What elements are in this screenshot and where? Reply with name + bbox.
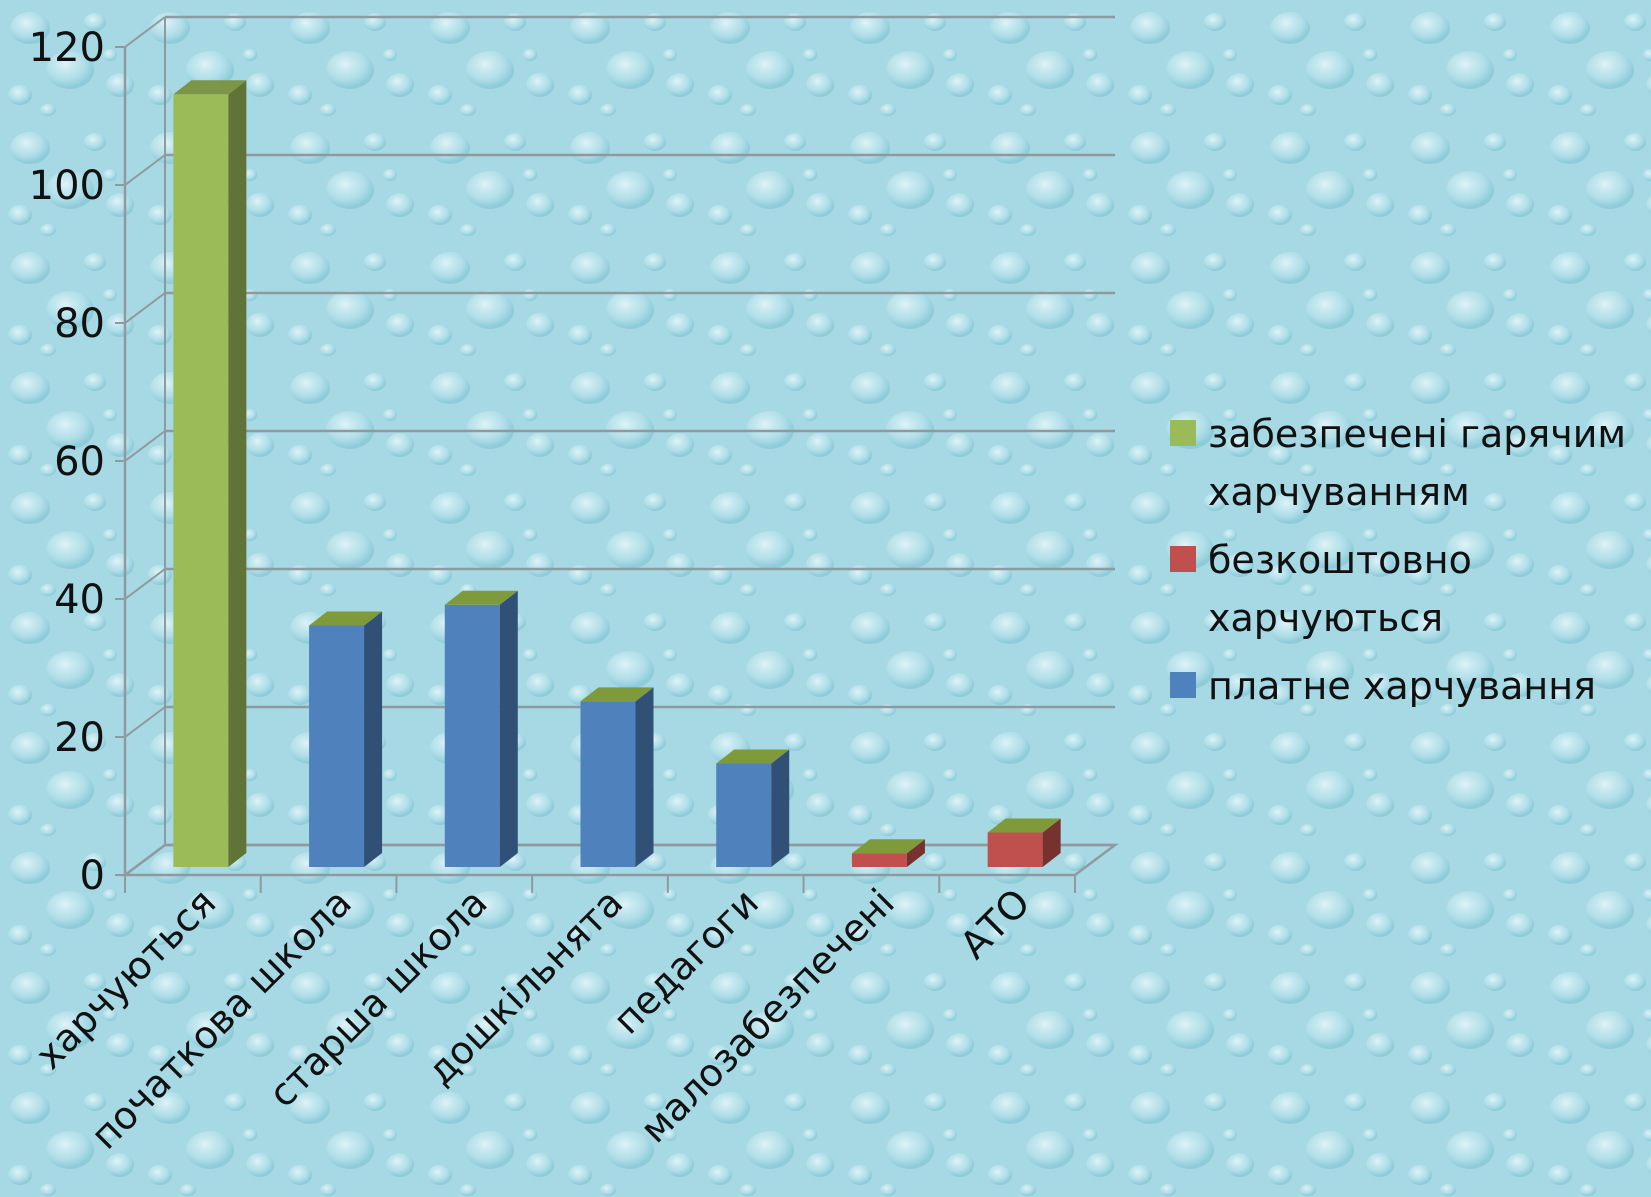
legend-item-green: забезпечені гарячим харчуванням — [1170, 405, 1640, 521]
bars — [173, 80, 1061, 867]
side-gridline — [124, 154, 166, 186]
bar — [173, 80, 247, 867]
y-tick-label: 100 — [29, 163, 105, 209]
bar — [987, 818, 1061, 867]
side-gridline — [124, 430, 166, 462]
legend-item-blue: платне харчування — [1170, 657, 1640, 715]
bar — [444, 590, 518, 867]
side-gridline — [124, 16, 166, 48]
x-category-label: малозабезпечені — [632, 880, 903, 1151]
legend-label-red: безкоштовно харчуються — [1208, 538, 1472, 640]
bar — [580, 687, 654, 867]
axes — [115, 17, 1119, 893]
legend-swatch-blue — [1170, 672, 1196, 698]
y-tick-label: 120 — [29, 25, 105, 71]
bar — [309, 611, 383, 867]
legend-label-blue: платне харчування — [1208, 664, 1596, 708]
bar — [716, 749, 790, 867]
y-tick-label: 40 — [54, 577, 105, 623]
legend-swatch-green — [1170, 420, 1196, 446]
y-tick-labels: 0 20 40 60 80 100 120 — [29, 25, 105, 899]
y-tick-label: 20 — [54, 715, 105, 761]
side-gridline — [124, 568, 166, 600]
side-gridline — [124, 292, 166, 324]
legend: забезпечені гарячим харчуванням безкошто… — [1170, 405, 1640, 725]
y-tick-label: 60 — [54, 439, 105, 485]
y-tick-label: 0 — [80, 853, 105, 899]
floor — [121, 843, 1119, 877]
side-gridline — [124, 706, 166, 738]
legend-swatch-red — [1170, 546, 1196, 572]
y-tick-label: 80 — [54, 301, 105, 347]
x-category-label: початкова школа — [82, 880, 360, 1158]
legend-item-red: безкоштовно харчуються — [1170, 531, 1640, 647]
x-category-label: АТО — [951, 880, 1038, 967]
legend-label-green: забезпечені гарячим харчуванням — [1208, 412, 1627, 514]
bar — [851, 839, 925, 867]
